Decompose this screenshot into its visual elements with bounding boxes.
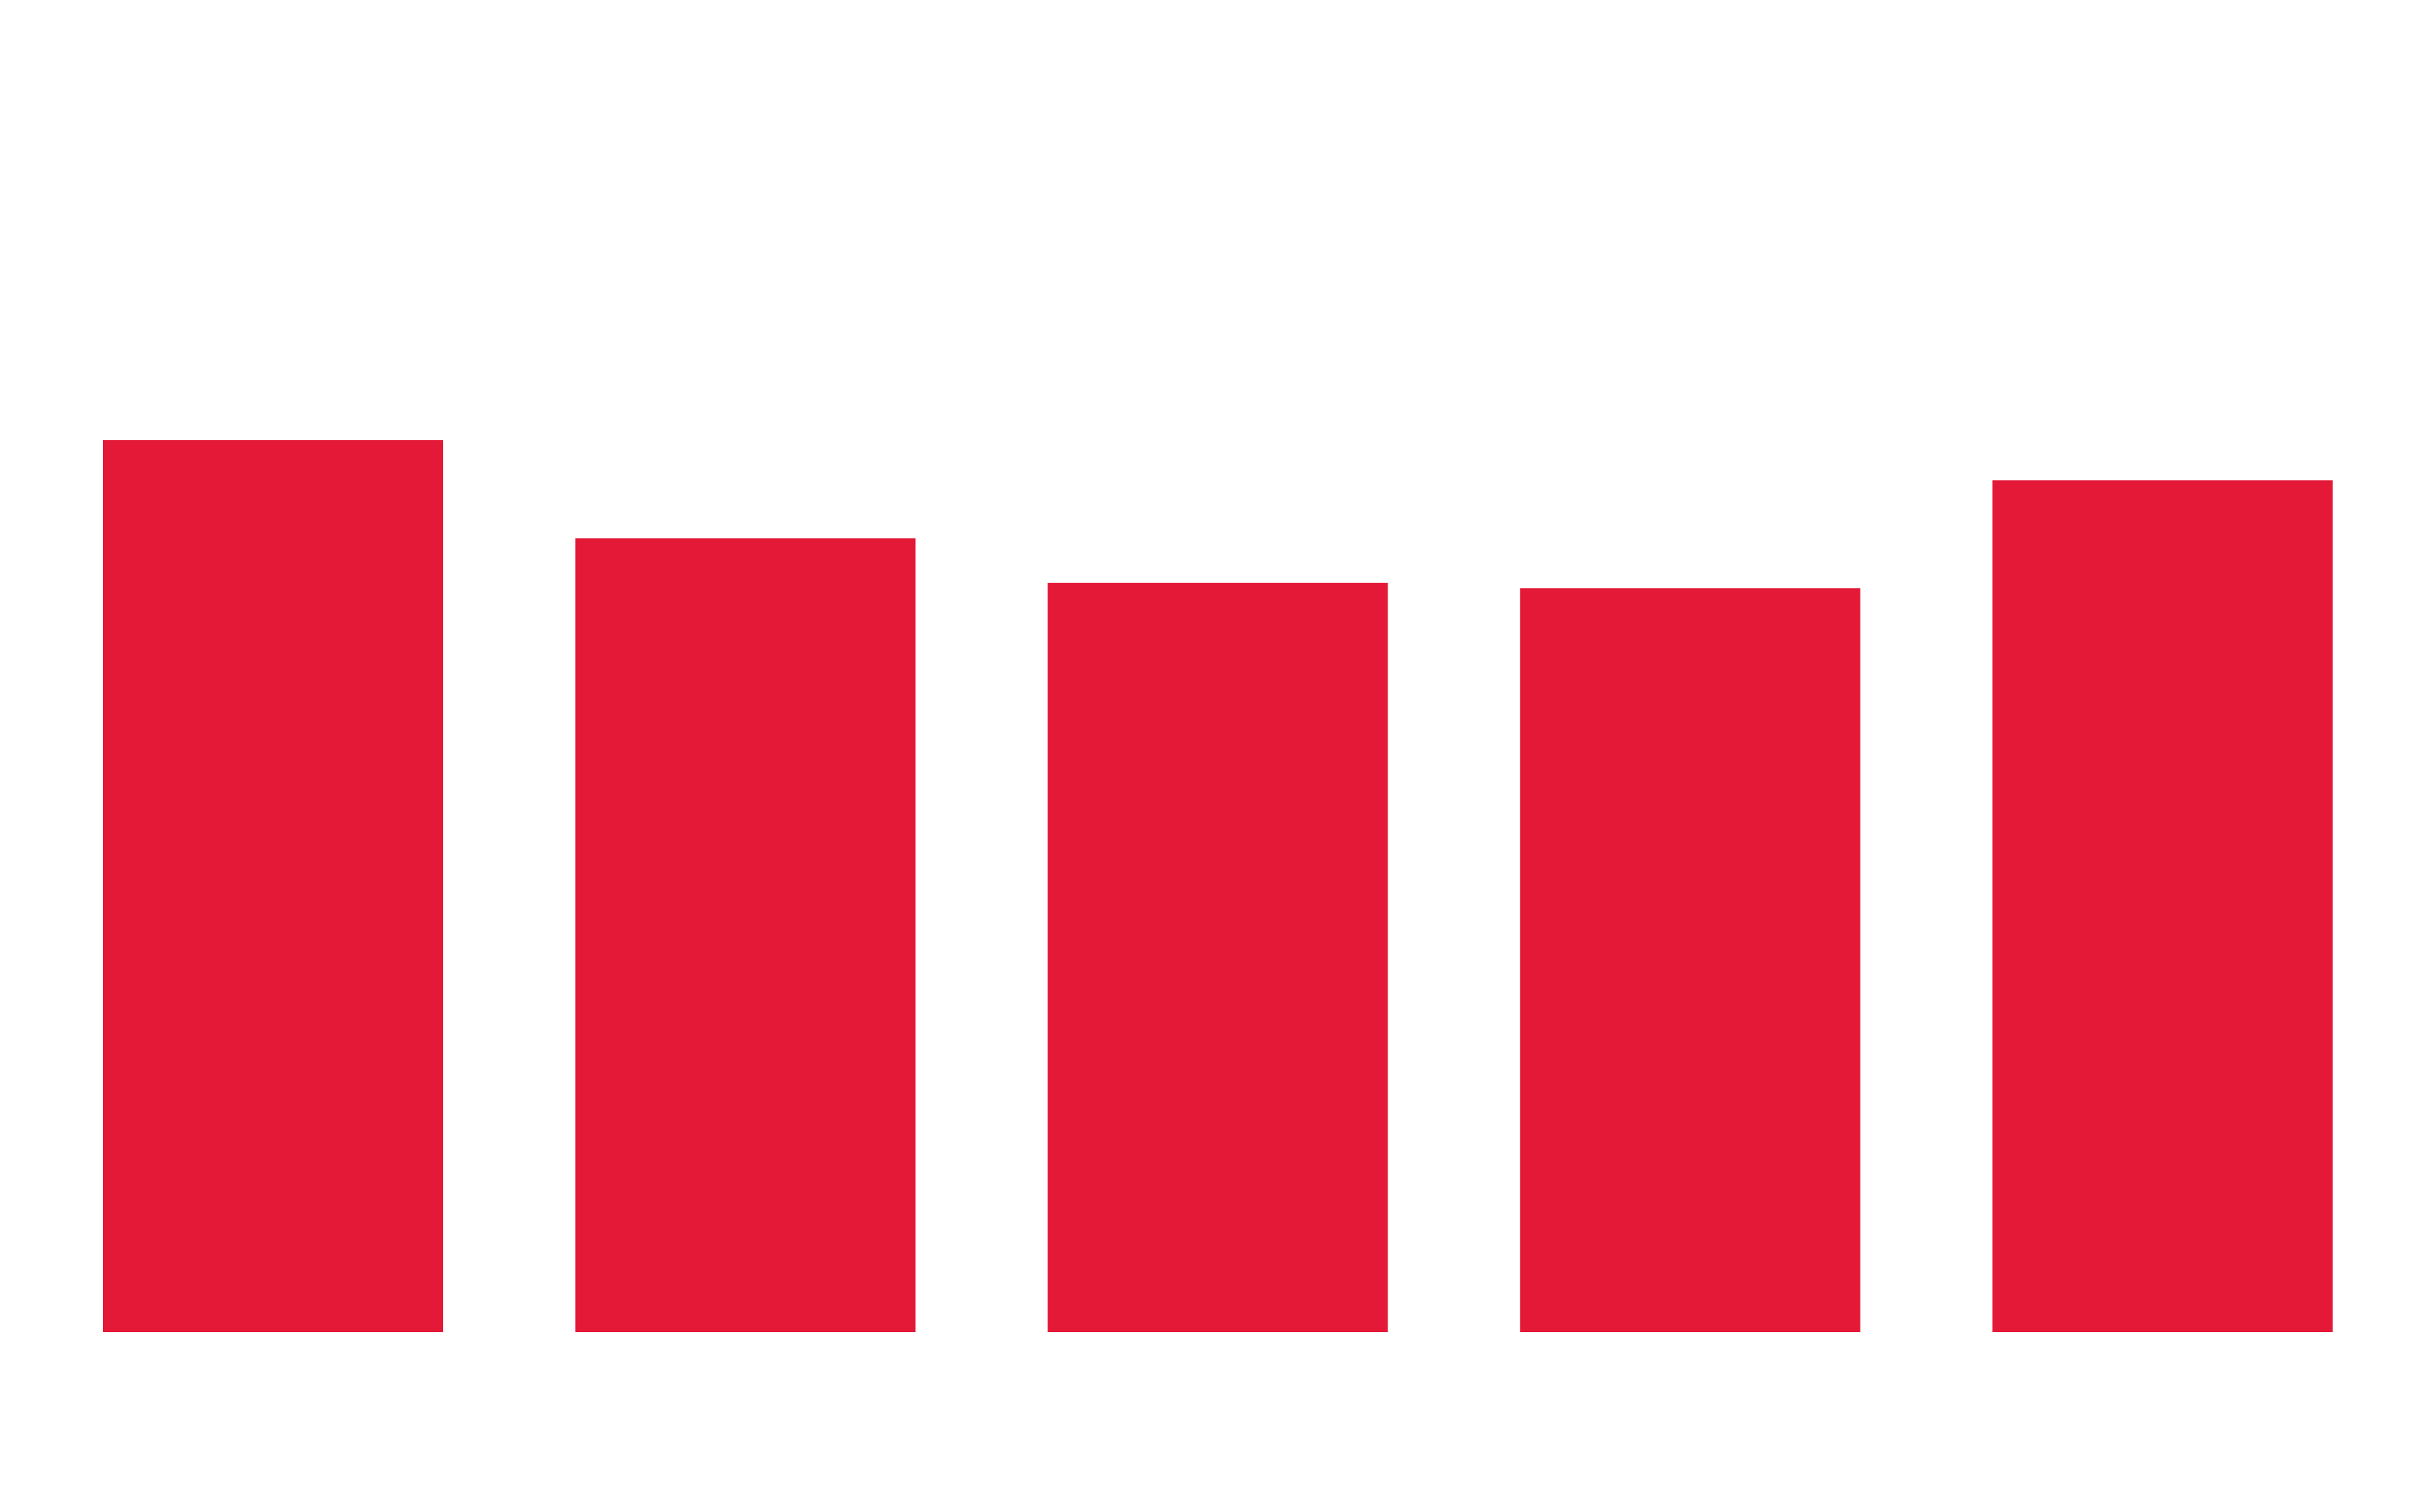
bar-5: [1992, 480, 2333, 1332]
bar-3: [1047, 582, 1388, 1332]
bar-4: [1520, 588, 1860, 1333]
bar-2: [575, 538, 916, 1332]
bar-1: [103, 440, 443, 1332]
bars-group: [103, 440, 2333, 1333]
